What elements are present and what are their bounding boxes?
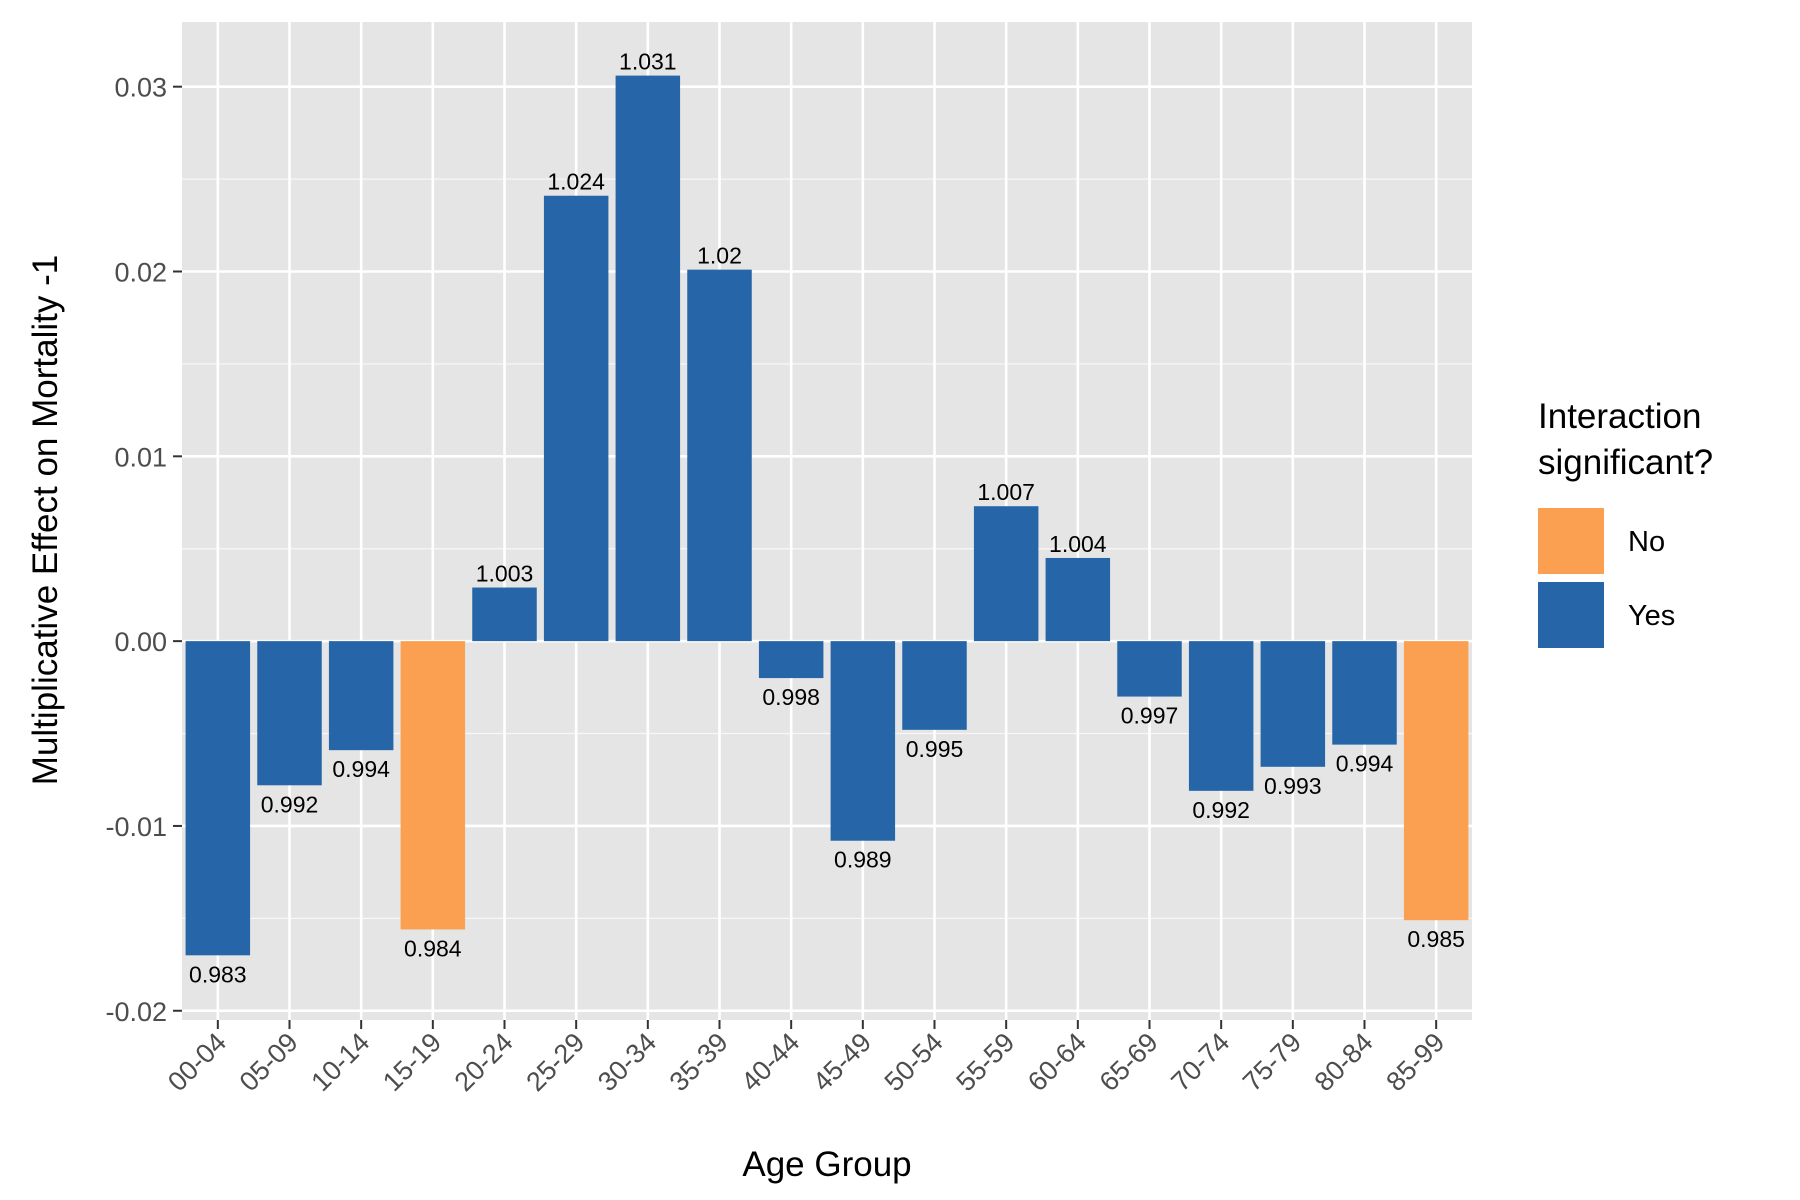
data-label-65-69: 0.997 [1121, 703, 1179, 729]
legend: Interaction significant? No Yes [1538, 397, 1713, 648]
legend-label-yes: Yes [1628, 600, 1675, 632]
x-tick-label-60-64: 60-64 [1022, 1027, 1092, 1097]
y-tick-label: 0.00 [114, 627, 167, 657]
y-tick-label: 0.02 [114, 258, 167, 288]
bar-layer [185, 75, 1469, 956]
x-tick-label-20-24: 20-24 [449, 1027, 519, 1097]
bar-10-14 [328, 641, 394, 751]
plot-panel [182, 22, 1472, 1020]
y-tick-label: -0.01 [105, 812, 167, 842]
x-tick-label-65-69: 65-69 [1094, 1027, 1164, 1097]
bar-40-44 [758, 641, 824, 679]
bar-85-99 [1403, 641, 1469, 921]
data-label-60-64: 1.004 [1049, 531, 1107, 557]
bar-55-59 [973, 506, 1039, 642]
bar-45-49 [830, 641, 896, 841]
y-axis: -0.02 -0.01 0.00 0.01 0.02 0.03 [105, 73, 182, 1027]
bar-00-04 [185, 641, 251, 956]
data-label-80-84: 0.994 [1336, 751, 1394, 777]
x-tick-label-15-19: 15-19 [377, 1027, 447, 1097]
x-tick-label-50-54: 50-54 [879, 1027, 949, 1097]
data-label-75-79: 0.993 [1264, 773, 1322, 799]
data-label-45-49: 0.989 [834, 847, 892, 873]
data-label-30-34: 1.031 [619, 49, 677, 75]
x-tick-label-05-09: 05-09 [234, 1027, 304, 1097]
x-tick-label-10-14: 10-14 [305, 1027, 375, 1097]
data-label-85-99: 0.985 [1407, 926, 1465, 952]
legend-swatch-no [1538, 508, 1604, 574]
y-tick-label: 0.01 [114, 442, 167, 472]
y-tick-label: -0.02 [105, 997, 167, 1027]
bar-15-19 [400, 641, 466, 930]
x-tick-label-75-79: 75-79 [1237, 1027, 1307, 1097]
legend-title-line1: Interaction [1538, 397, 1701, 436]
legend-title-line2: significant? [1538, 443, 1713, 482]
x-tick-label-70-74: 70-74 [1165, 1027, 1235, 1097]
data-label-00-04: 0.983 [189, 961, 247, 987]
bar-50-54 [902, 641, 967, 730]
legend-label-no: No [1628, 526, 1665, 558]
data-label-10-14: 0.994 [332, 756, 390, 782]
data-label-15-19: 0.984 [404, 935, 462, 961]
x-axis: 00-04 05-09 10-14 15-19 20-24 25-29 30-34 35-39… [162, 1020, 1450, 1097]
bar-30-34 [615, 75, 681, 642]
data-label-layer: 0.983 0.992 0.994 0.984 1.003 1.024 1.031 1.02 0… [189, 49, 1465, 988]
legend-swatch-yes [1538, 582, 1604, 648]
x-tick-label-45-49: 45-49 [807, 1027, 877, 1097]
y-axis-title: Multiplicative Effect on Mortality -1 [26, 255, 65, 785]
x-axis-title: Age Group [742, 1145, 911, 1184]
data-label-25-29: 1.024 [547, 169, 605, 195]
data-label-40-44: 0.998 [762, 684, 820, 710]
y-tick-label: 0.03 [114, 73, 167, 103]
data-label-70-74: 0.992 [1192, 797, 1250, 823]
bar-05-09 [257, 641, 322, 786]
x-tick-label-55-59: 55-59 [950, 1027, 1020, 1097]
x-tick-label-80-84: 80-84 [1309, 1027, 1379, 1097]
bar-70-74 [1188, 641, 1254, 791]
bar-20-24 [472, 587, 537, 642]
bar-25-29 [543, 195, 609, 642]
data-label-20-24: 1.003 [476, 561, 534, 587]
x-tick-label-30-34: 30-34 [592, 1027, 662, 1097]
x-tick-label-85-99: 85-99 [1380, 1027, 1450, 1097]
bar-60-64 [1045, 557, 1111, 642]
x-tick-label-25-29: 25-29 [520, 1027, 590, 1097]
data-label-55-59: 1.007 [977, 479, 1035, 505]
x-tick-label-40-44: 40-44 [735, 1027, 805, 1097]
data-label-50-54: 0.995 [906, 736, 964, 762]
data-label-35-39: 1.02 [697, 243, 742, 269]
bar-65-69 [1117, 641, 1182, 697]
x-tick-label-00-04: 00-04 [162, 1027, 232, 1097]
bar-80-84 [1332, 641, 1397, 745]
data-label-05-09: 0.992 [261, 791, 319, 817]
x-tick-label-35-39: 35-39 [664, 1027, 734, 1097]
bar-35-39 [687, 269, 752, 642]
bar-75-79 [1260, 641, 1326, 767]
